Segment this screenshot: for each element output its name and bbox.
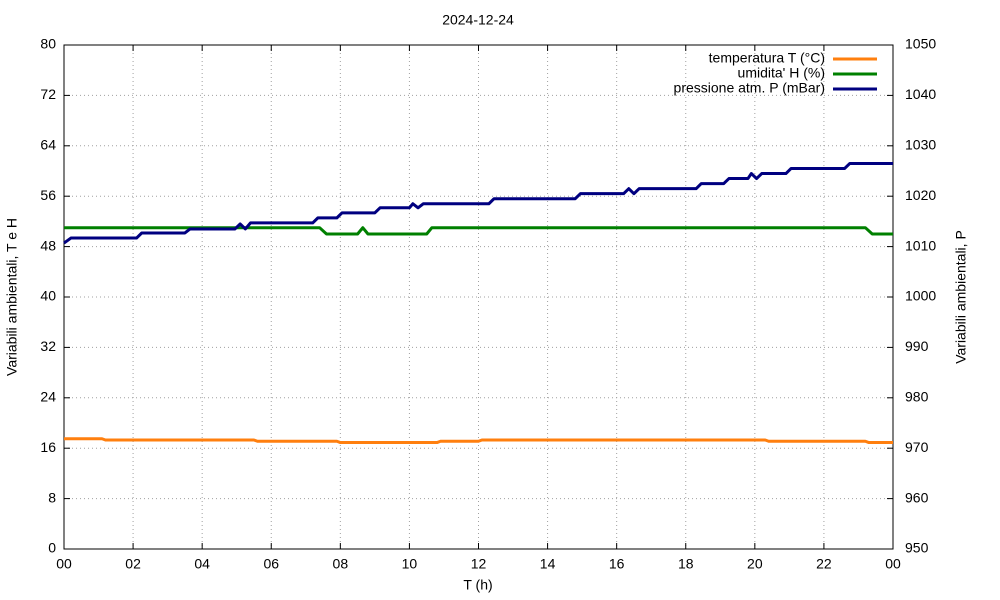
x-tick-label: 16 [609,556,625,572]
y2-tick-label: 950 [905,540,929,556]
y-tick-label: 56 [40,187,56,203]
x-tick-label: 12 [471,556,487,572]
y-tick-label: 16 [40,439,56,455]
data-line [63,161,893,245]
y2-axis-label: Variabili ambientali, P [953,230,969,364]
y2-tick-label: 980 [905,389,929,405]
plot-frame [63,44,894,550]
x-tick-label: 02 [125,556,141,572]
y-tick-label: 40 [40,288,56,304]
x-tick-label: 22 [816,556,832,572]
y-tick-label: 32 [40,338,56,354]
legend-label: temperatura T (°C) [709,50,825,66]
legend-label: umidita' H (%) [738,65,825,81]
legend-label: pressione atm. P (mBar) [674,80,825,96]
y2-tick-label: 1000 [905,288,936,304]
x-tick-label: 18 [678,556,694,572]
x-tick-label: 06 [263,556,279,572]
y2-tick-label: 1010 [905,237,936,253]
data-line [64,226,893,236]
y2-tick-label: 990 [905,338,929,354]
y-tick-label: 24 [40,389,56,405]
x-tick-label: 10 [402,556,418,572]
x-tick-label: 20 [747,556,763,572]
x-tick-label: 00 [56,556,72,572]
y-axis-label: Variabili ambientali, T e H [4,218,20,376]
y2-tick-label: 960 [905,489,929,505]
x-tick-label: 04 [194,556,210,572]
y2-tick-label: 1050 [905,36,936,52]
y-tick-label: 0 [48,540,56,556]
data-line [64,437,893,445]
y2-tick-label: 1030 [905,137,936,153]
y-tick-label: 64 [40,137,56,153]
y2-tick-label: 1020 [905,187,936,203]
y-tick-label: 48 [40,237,56,253]
x-tick-label: 00 [885,556,901,572]
chart-title: 2024-12-24 [442,12,514,28]
x-tick-label: 08 [333,556,349,572]
y-tick-label: 72 [40,86,56,102]
x-tick-label: 14 [540,556,556,572]
y2-tick-label: 1040 [905,86,936,102]
y-tick-label: 8 [48,489,56,505]
x-axis-label: T (h) [463,577,492,593]
y2-tick-label: 970 [905,439,929,455]
y-tick-label: 80 [40,36,56,52]
